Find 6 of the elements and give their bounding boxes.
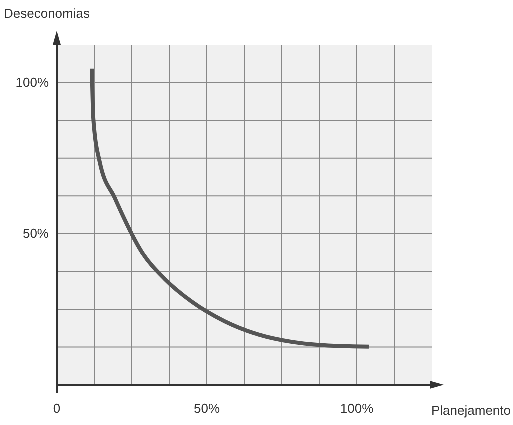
line-series	[90, 66, 371, 349]
x-axis-title: Planejamento	[432, 403, 511, 418]
x-tick-label: 100%	[340, 401, 374, 416]
x-tick-label: 50%	[194, 401, 220, 416]
x-tick-label: 0	[53, 401, 61, 416]
y-axis-title: Deseconomias	[4, 6, 90, 21]
